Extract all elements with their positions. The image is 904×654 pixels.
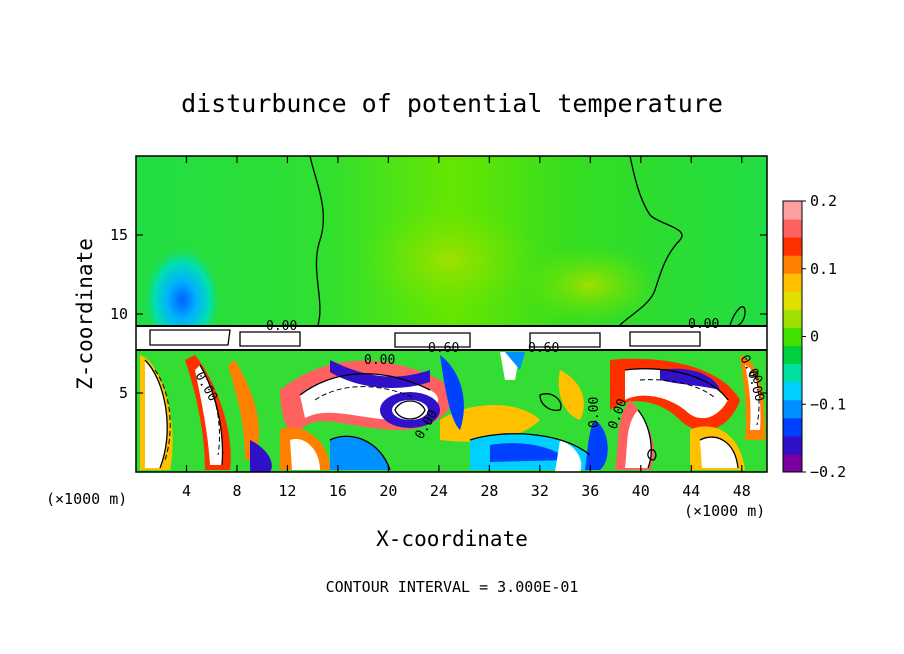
- y-tick-label: 10: [110, 305, 128, 323]
- x-axis-unit-right: (×1000 m): [684, 502, 765, 520]
- upper-yellow-anomaly-2: [520, 245, 660, 325]
- colorbar-segment: [783, 237, 802, 256]
- x-tick-label: 16: [329, 482, 347, 500]
- x-tick-label: 12: [278, 482, 296, 500]
- colorbar-segment: [783, 399, 802, 419]
- contour-label: 0.00: [688, 317, 719, 332]
- contour-interval-note: CONTOUR INTERVAL = 3.000E-01: [326, 578, 579, 596]
- colorbar: [783, 201, 802, 473]
- upper-yellow-anomaly: [360, 200, 540, 320]
- y-axis-ticks: 5 10 15: [110, 226, 767, 402]
- x-tick-label: 48: [733, 482, 751, 500]
- colorbar-segment: [783, 435, 802, 455]
- x-tick-label: 40: [632, 482, 650, 500]
- x-tick-label: 24: [430, 482, 448, 500]
- x-tick-label: 8: [232, 482, 241, 500]
- colorbar-segment: [783, 255, 802, 274]
- x-tick-label: 20: [379, 482, 397, 500]
- contour-label: 0.60: [428, 341, 459, 356]
- x-axis-ticks: 4 8 12 16 20 24 28 32 36 40 44 48: [182, 156, 751, 500]
- colorbar-segment: [783, 345, 802, 365]
- x-tick-label: 32: [531, 482, 549, 500]
- negative-contours: [154, 369, 760, 461]
- x-tick-label: 44: [682, 482, 700, 500]
- colorbar-segment: [783, 273, 802, 292]
- colorbar-segment: [783, 327, 802, 347]
- colorbar-segment: [783, 453, 802, 473]
- contour-label: 0.00: [266, 319, 297, 334]
- x-axis-unit: (×1000 m): [46, 490, 127, 508]
- colorbar-segment: [783, 309, 802, 328]
- x-tick-label: 4: [182, 482, 191, 500]
- contour-label: 0.00: [364, 353, 395, 368]
- colorbar-tick-label: −0.2: [810, 463, 846, 481]
- x-axis-label: X-coordinate: [376, 527, 528, 551]
- colorbar-tick-label: 0.1: [810, 260, 837, 278]
- colorbar-tick-label: 0: [810, 328, 819, 346]
- chart-title: disturbunce of potential temperature: [181, 89, 723, 118]
- y-tick-label: 5: [119, 384, 128, 402]
- lower-turbulent-field: [136, 350, 767, 472]
- x-tick-label: 36: [581, 482, 599, 500]
- colorbar-segment: [783, 363, 802, 383]
- colorbar-tick-label: −0.1: [810, 395, 846, 413]
- colorbar-segment: [783, 381, 802, 401]
- x-tick-label: 28: [480, 482, 498, 500]
- colorbar-ticks: 0.2 0.1 0 −0.1 −0.2: [802, 192, 846, 481]
- colorbar-segment: [783, 201, 802, 220]
- colorbar-segment: [783, 291, 802, 310]
- contour-lines: [136, 156, 767, 471]
- y-tick-label: 15: [110, 226, 128, 244]
- y-axis-label: Z-coordinate: [73, 238, 97, 390]
- plot-area: 0.00 0.60 0.60 0.00 0.00 0.00 0.00 0.00 …: [136, 156, 767, 472]
- colorbar-segment: [783, 219, 802, 238]
- contour-label: 0.60: [528, 341, 559, 356]
- colorbar-segment: [783, 417, 802, 437]
- contour-label: 0.00: [587, 397, 602, 428]
- colorbar-tick-label: 0.2: [810, 192, 837, 210]
